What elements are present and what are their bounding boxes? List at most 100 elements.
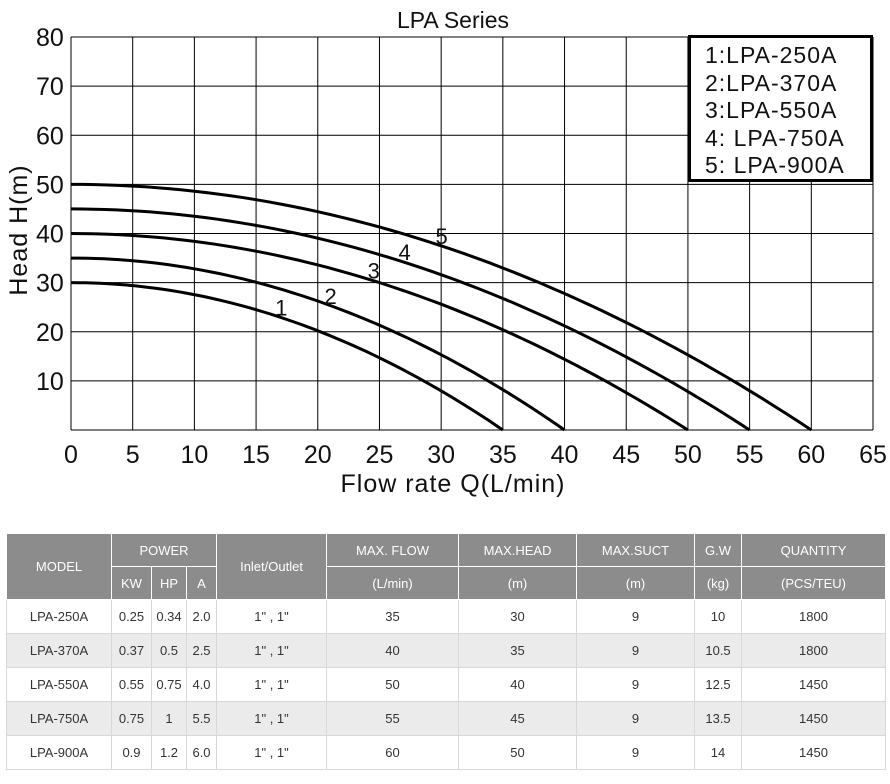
- header-inlet-outlet: Inlet/Outlet: [216, 533, 328, 600]
- cell-gw: 12.5: [694, 667, 743, 702]
- cell-kw: 0.9: [111, 735, 152, 770]
- y-tick-label: 50: [36, 171, 64, 199]
- table-row: LPA-750A 0.75 1 5.5 1" , 1" 55 45 9 13.5…: [6, 701, 887, 736]
- cell-inlet-outlet: 1" , 1": [216, 599, 328, 634]
- x-tick-label: 45: [612, 441, 640, 469]
- cell-kw: 0.37: [111, 633, 152, 668]
- curve-label-4: 4: [398, 240, 410, 265]
- cell-inlet-outlet: 1" , 1": [216, 667, 328, 702]
- header-power: POWER: [110, 533, 218, 567]
- spec-table: MODEL POWER Inlet/Outlet MAX. FLOW MAX.H…: [6, 533, 887, 770]
- y-tick-labels: 10 20 30 40 50 60 70 80: [36, 24, 64, 396]
- legend-item-1: 1:LPA-250A: [705, 42, 838, 68]
- x-tick-label: 35: [489, 441, 517, 469]
- curve-2: [71, 256, 566, 432]
- cell-model: LPA-750A: [6, 701, 112, 736]
- curve-labels: 1 2 345: [275, 224, 448, 321]
- header-suct-unit: (m): [576, 566, 696, 600]
- cell-a: 2.0: [185, 599, 218, 634]
- cell-kw: 0.55: [111, 667, 152, 702]
- x-tick-label: 0: [64, 441, 78, 469]
- cell-hp: 0.5: [151, 633, 187, 668]
- cell-quantity: 1800: [741, 633, 887, 668]
- cell-max-suct: 9: [576, 599, 696, 634]
- header-quantity: QUANTITY: [741, 533, 887, 567]
- y-tick-label: 20: [36, 319, 64, 347]
- cell-model: LPA-250A: [6, 599, 112, 634]
- header-max-flow: MAX. FLOW: [326, 533, 460, 567]
- x-tick-label: 50: [674, 441, 702, 469]
- legend-item-5: 5: LPA-900A: [705, 152, 845, 178]
- cell-a: 6.0: [185, 735, 218, 770]
- curve-4: [70, 207, 751, 432]
- cell-kw: 0.75: [111, 701, 152, 736]
- header-head-unit: (m): [458, 566, 578, 600]
- chart-grid: [70, 36, 874, 431]
- cell-model: LPA-550A: [6, 667, 112, 702]
- cell-max-head: 45: [458, 701, 578, 736]
- x-tick-label: 25: [366, 441, 394, 469]
- table-row: LPA-370A 0.37 0.5 2.5 1" , 1" 40 35 9 10…: [6, 633, 887, 668]
- cell-max-flow: 35: [326, 599, 460, 634]
- cell-max-head: 35: [458, 633, 578, 668]
- cell-gw: 10: [694, 599, 743, 634]
- cell-max-flow: 50: [326, 667, 460, 702]
- header-max-head: MAX.HEAD: [458, 533, 578, 567]
- cell-max-suct: 9: [576, 633, 696, 668]
- legend-item-3: 3:LPA-550A: [705, 97, 838, 123]
- y-tick-label: 60: [36, 122, 64, 150]
- cell-max-suct: 9: [576, 701, 696, 736]
- cell-max-head: 40: [458, 667, 578, 702]
- curve-label-2: 2: [324, 284, 336, 309]
- cell-quantity: 1450: [741, 735, 887, 770]
- cell-max-suct: 9: [576, 667, 696, 702]
- cell-hp: 0.75: [151, 667, 187, 702]
- cell-max-head: 30: [458, 599, 578, 634]
- curve-5: [71, 182, 813, 432]
- y-axis-label: Head H(m): [5, 164, 33, 295]
- y-tick-label: 30: [36, 270, 64, 298]
- y-tick-label: 40: [36, 221, 64, 249]
- curve-3: [70, 232, 689, 432]
- table-row: LPA-250A 0.25 0.34 2.0 1" , 1" 35 30 9 1…: [6, 599, 887, 634]
- header-gw-unit: (kg): [694, 566, 743, 600]
- cell-a: 4.0: [185, 667, 218, 702]
- cell-kw: 0.25: [111, 599, 152, 634]
- chart-legend: 1:LPA-250A 2:LPA-370A 3:LPA-550A 4: LPA-…: [688, 35, 873, 182]
- x-tick-label: 65: [859, 441, 887, 469]
- cell-max-suct: 9: [576, 735, 696, 770]
- cell-hp: 0.34: [151, 599, 187, 634]
- cell-hp: 1.2: [151, 735, 187, 770]
- cell-quantity: 1450: [741, 701, 887, 736]
- cell-model: LPA-900A: [6, 735, 112, 770]
- y-tick-label: 80: [36, 24, 64, 52]
- cell-hp: 1: [151, 701, 187, 736]
- legend-item-2: 2:LPA-370A: [705, 69, 838, 96]
- pump-curves: [70, 182, 813, 432]
- curve-label-5: 5: [435, 224, 447, 249]
- y-tick-label: 70: [36, 73, 64, 101]
- legend-item-4: 4: LPA-750A: [705, 124, 845, 151]
- x-axis-label: Flow rate Q(L/min): [341, 470, 566, 498]
- chart-title: LPA Series: [397, 7, 509, 33]
- x-tick-label: 5: [126, 441, 140, 469]
- header-model: MODEL: [6, 533, 112, 600]
- cell-max-flow: 55: [326, 701, 460, 736]
- header-a: A: [185, 566, 218, 600]
- table-header-row: MODEL POWER Inlet/Outlet MAX. FLOW MAX.H…: [6, 533, 887, 600]
- x-tick-labels: 0 5 10 15 20 25 30 35 40 45 50 55 60 65: [64, 441, 887, 469]
- curve-label-1: 1: [275, 296, 287, 321]
- table-subheader-row: KW HP A (L/min) (m) (m) (kg) (PCS/TEU): [7, 566, 887, 600]
- table-row: LPA-900A 0.9 1.2 6.0 1" , 1" 60 50 9 14 …: [6, 735, 887, 770]
- cell-inlet-outlet: 1" , 1": [216, 633, 328, 668]
- cell-model: LPA-370A: [6, 633, 112, 668]
- y-tick-label: 10: [36, 368, 64, 396]
- x-tick-label: 40: [551, 441, 579, 469]
- x-tick-label: 20: [304, 441, 332, 469]
- cell-a: 5.5: [185, 701, 218, 736]
- x-tick-label: 15: [242, 441, 270, 469]
- cell-quantity: 1800: [741, 599, 887, 634]
- header-gw: G.W: [694, 533, 743, 567]
- table-row: LPA-550A 0.55 0.75 4.0 1" , 1" 50 40 9 1…: [6, 667, 887, 702]
- x-tick-label: 55: [736, 441, 764, 469]
